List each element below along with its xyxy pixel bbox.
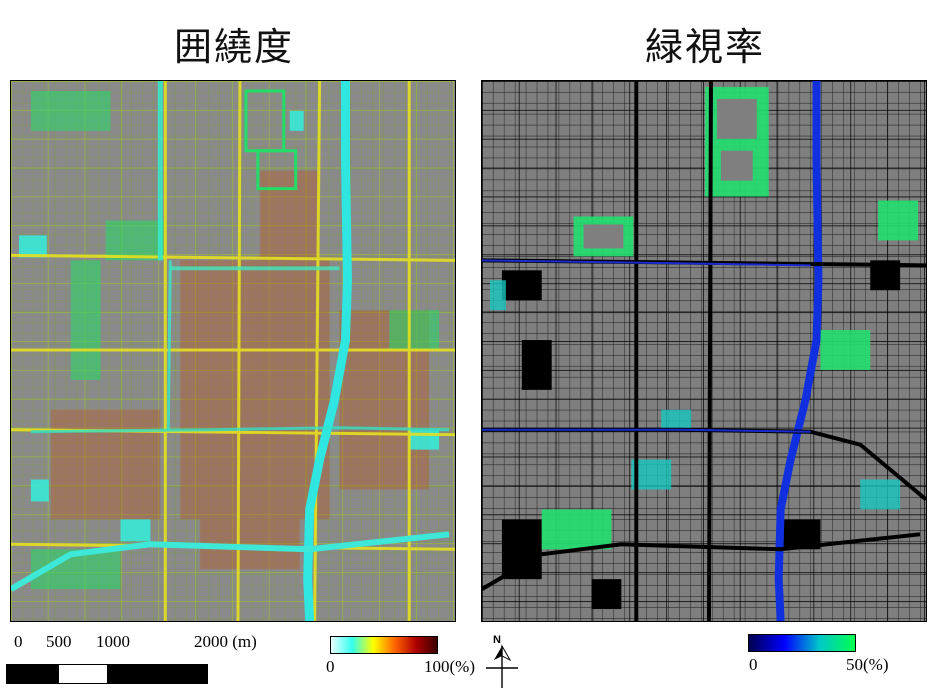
enclosure-legend-min: 0 [326,657,335,676]
scale-bar-labels: 0 500 1000 2000 (m) [0,632,300,656]
green-view-map [481,80,927,622]
north-arrow-icon: N [484,632,520,690]
green-view-map-canvas [482,81,926,621]
scale-tick-2000: 2000 (m) [194,632,257,651]
green-view-legend-max: 50(%) [846,655,889,674]
enclosure-map-canvas [11,81,455,621]
scale-segment [6,664,58,684]
scale-tick-1000: 1000 [96,632,130,651]
enclosure-color-legend [330,636,438,654]
green-view-color-legend [748,634,856,652]
enclosure-map [10,80,456,622]
map-title-green-view: 緑視率 [644,25,765,69]
scale-tick-0: 0 [14,632,23,651]
scale-segment [108,664,208,684]
scale-segment [58,664,108,684]
scale-bar [6,664,208,686]
green-view-legend-min: 0 [749,655,758,674]
scale-tick-500: 500 [46,632,72,651]
enclosure-legend-max: 100(%) [424,657,475,676]
north-label: N [493,634,501,646]
map-title-enclosure: 囲繞度 [173,25,294,69]
